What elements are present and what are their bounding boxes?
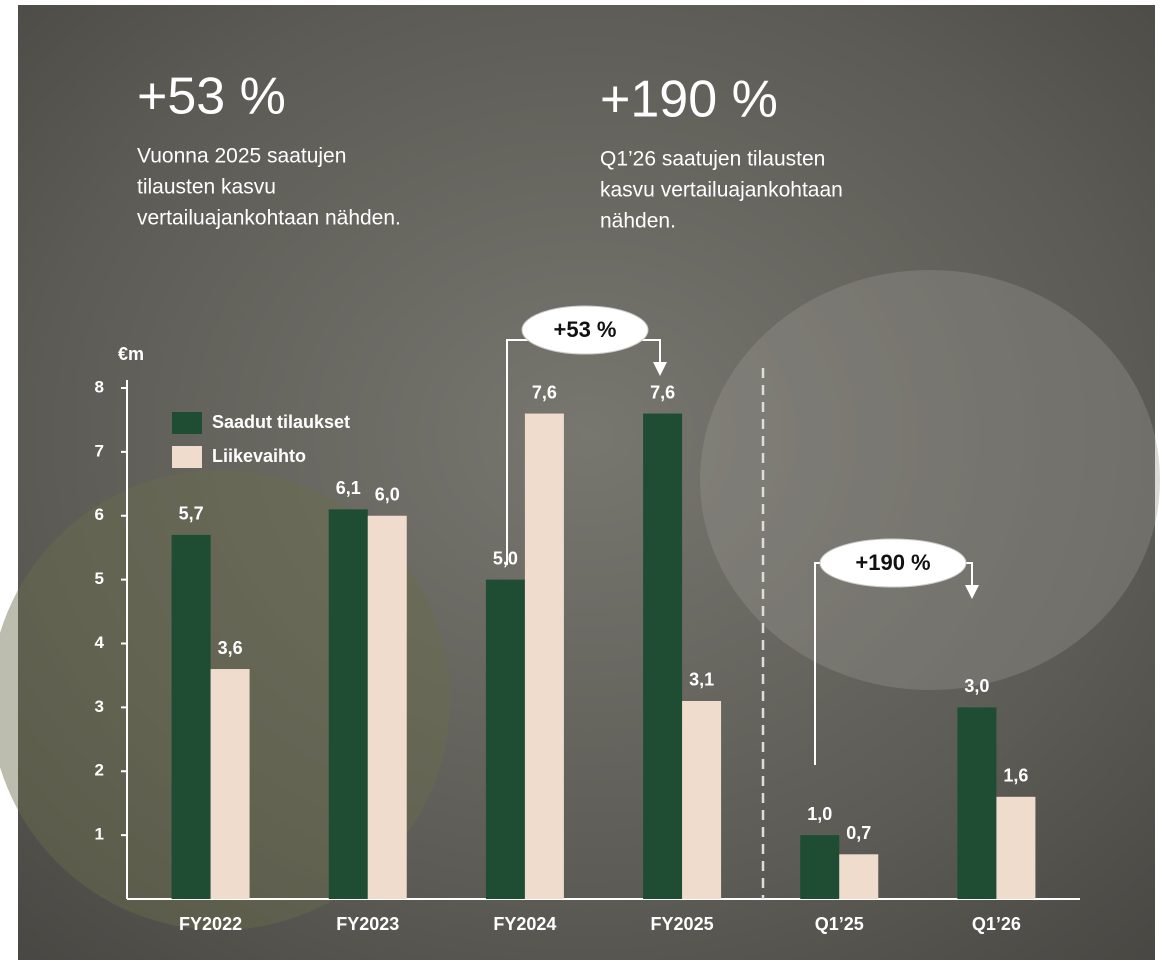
stat-text: vertailuajankohtaan nähden. bbox=[137, 207, 401, 230]
x-tick-label: Q1’25 bbox=[815, 914, 864, 934]
y-tick-label: 2 bbox=[95, 761, 104, 780]
bar bbox=[525, 414, 564, 899]
stat-value: +53 % bbox=[137, 68, 286, 126]
stat-text: nähden. bbox=[600, 210, 676, 233]
bar bbox=[368, 516, 407, 899]
background-shape bbox=[700, 270, 1160, 690]
legend-swatch bbox=[172, 412, 202, 434]
annotation: +53 % bbox=[554, 317, 617, 342]
y-tick-label: 1 bbox=[95, 825, 104, 844]
bar bbox=[682, 701, 721, 899]
chart: +53 % Vuonna 2025 saatujen tilausten kasvu… bbox=[0, 0, 1162, 967]
stat-text: Q1’26 saatujen tilausten bbox=[600, 148, 825, 171]
bar bbox=[486, 580, 525, 899]
bar bbox=[996, 797, 1035, 899]
y-tick-label: 5 bbox=[95, 569, 104, 588]
y-tick-label: 8 bbox=[95, 377, 104, 396]
stat-text: kasvu vertailuajankohtaan bbox=[600, 179, 843, 202]
x-tick-label: Q1’26 bbox=[972, 914, 1021, 934]
stat-text: tilausten kasvu bbox=[137, 176, 276, 199]
legend-label: Saadut tilaukset bbox=[212, 412, 350, 432]
value-label: 0,7 bbox=[846, 823, 871, 843]
legend-label: Liikevaihto bbox=[212, 446, 306, 466]
y-tick-label: 7 bbox=[95, 441, 104, 460]
stat-value: +190 % bbox=[600, 71, 778, 129]
bar bbox=[329, 509, 368, 899]
bar bbox=[957, 707, 996, 899]
value-label: 3,1 bbox=[689, 670, 714, 690]
value-label: 6,0 bbox=[375, 485, 400, 505]
x-tick-label: FY2024 bbox=[493, 914, 556, 934]
y-tick-label: 4 bbox=[95, 633, 105, 652]
value-label: 3,0 bbox=[964, 676, 989, 696]
bar bbox=[643, 414, 682, 899]
value-label: 1,0 bbox=[807, 804, 832, 824]
y-axis-label: €m bbox=[118, 344, 144, 364]
bar bbox=[172, 535, 211, 899]
y-tick-label: 3 bbox=[95, 697, 104, 716]
value-label: 3,6 bbox=[218, 638, 243, 658]
value-label: 5,7 bbox=[179, 504, 204, 524]
bar bbox=[800, 835, 839, 899]
value-label: 5,0 bbox=[493, 548, 518, 568]
value-label: 7,6 bbox=[532, 382, 557, 402]
bar bbox=[839, 854, 878, 899]
x-tick-label: FY2023 bbox=[336, 914, 399, 934]
legend-swatch bbox=[172, 446, 202, 468]
x-tick-label: FY2022 bbox=[179, 914, 242, 934]
value-label: 7,6 bbox=[650, 382, 675, 402]
value-label: 1,6 bbox=[1003, 766, 1028, 786]
value-label: 6,1 bbox=[336, 478, 361, 498]
y-tick-label: 6 bbox=[95, 505, 104, 524]
bar bbox=[211, 669, 250, 899]
stat-text: Vuonna 2025 saatujen bbox=[137, 145, 346, 168]
annotation: +190 % bbox=[855, 550, 930, 575]
x-tick-label: FY2025 bbox=[651, 914, 714, 934]
